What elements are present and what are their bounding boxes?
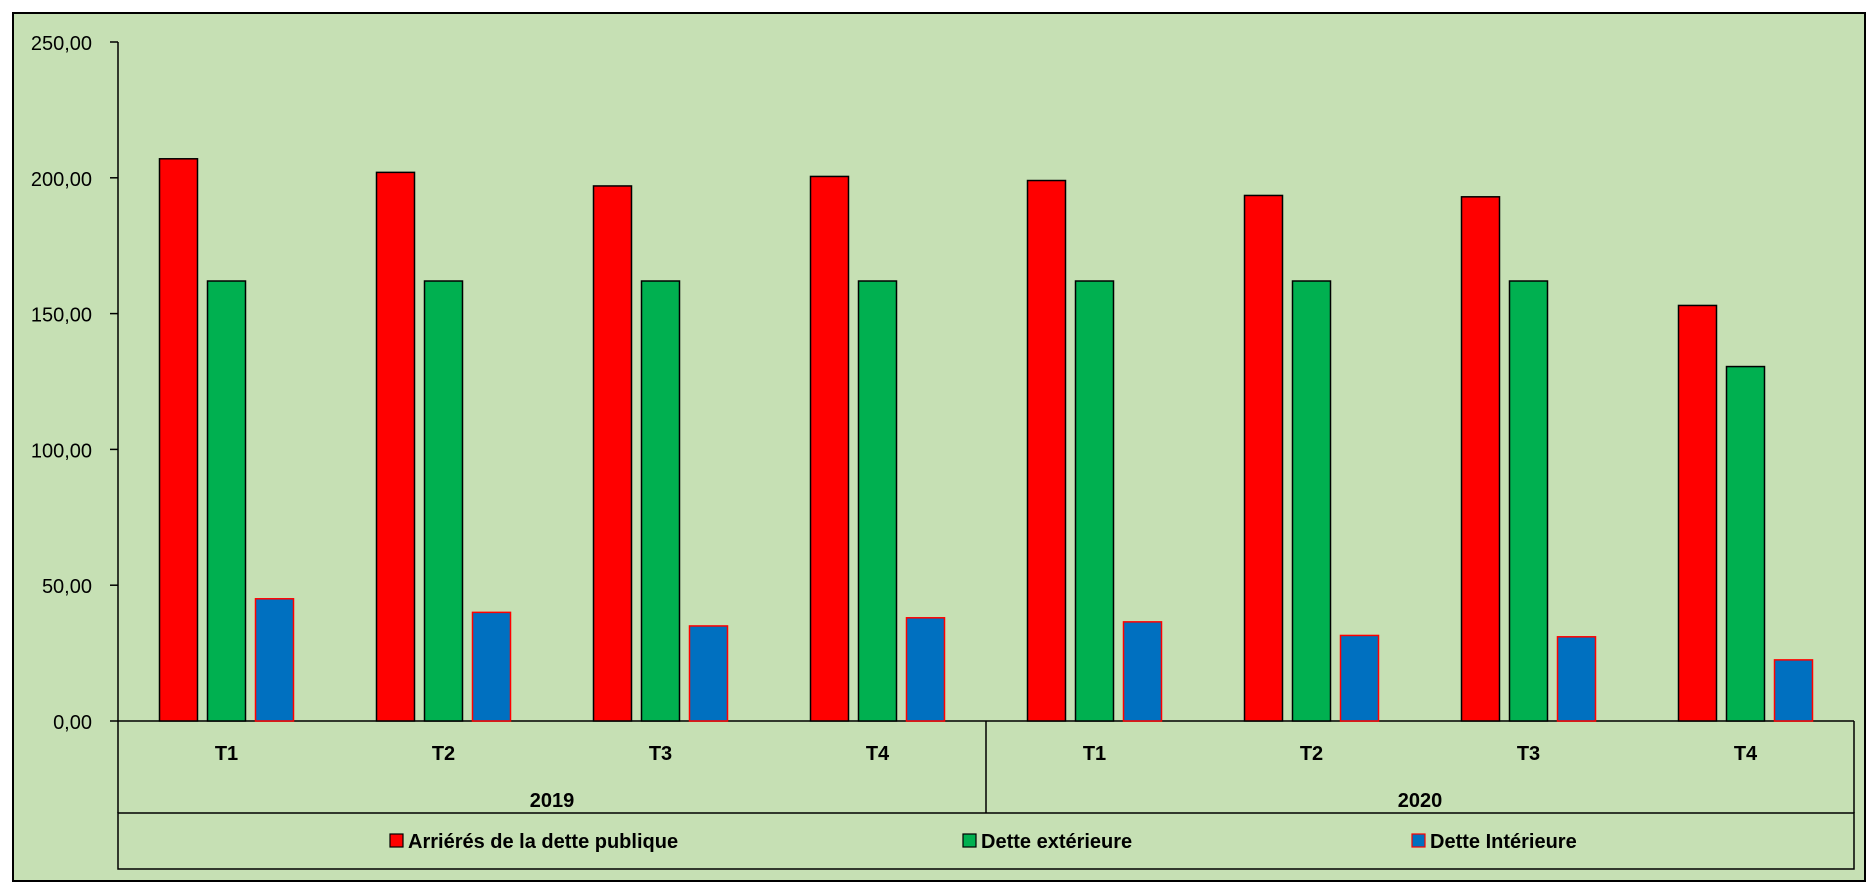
legend-label-1: Arriérés de la dette publique — [408, 831, 678, 853]
bar-3-7 — [1556, 636, 1597, 722]
y-tick-label: 100,00 — [31, 440, 92, 462]
y-tick-label: 250,00 — [31, 33, 92, 55]
legend-label-2: Dette extérieure — [981, 831, 1132, 853]
bar-3-4 — [905, 617, 946, 722]
bar-3-6 — [1339, 634, 1380, 722]
bar-3-8 — [1773, 659, 1814, 722]
legend-swatch-1 — [389, 833, 404, 848]
legend — [117, 812, 1855, 870]
legend-label-3: Dette Intérieure — [1430, 831, 1577, 853]
bar-2-4 — [857, 280, 898, 722]
x-tick-label: T1 — [1083, 743, 1106, 765]
bar-1-2 — [375, 171, 416, 722]
bar-2-5 — [1074, 280, 1115, 722]
chart-background — [12, 12, 1866, 882]
y-tick-label: 150,00 — [31, 305, 92, 327]
y-tick-label: 200,00 — [31, 169, 92, 191]
y-tick-label: 50,00 — [42, 576, 92, 598]
bar-1-4 — [809, 175, 850, 722]
bar-3-3 — [688, 625, 729, 722]
bar-1-8 — [1677, 304, 1718, 722]
bar-3-5 — [1122, 621, 1163, 722]
bar-1-1 — [158, 158, 199, 722]
bar-3-1 — [254, 598, 295, 722]
bar-2-8 — [1725, 365, 1766, 722]
bar-2-7 — [1508, 280, 1549, 722]
bar-2-1 — [206, 280, 247, 722]
bar-2-6 — [1291, 280, 1332, 722]
x-tick-label: T4 — [1734, 743, 1758, 765]
bar-2-3 — [640, 280, 681, 722]
bar-2-2 — [423, 280, 464, 722]
group-label: 2020 — [1398, 790, 1443, 812]
x-tick-label: T1 — [215, 743, 238, 765]
x-tick-label: T4 — [866, 743, 890, 765]
bar-1-6 — [1243, 194, 1284, 722]
x-tick-label: T2 — [432, 743, 455, 765]
x-tick-label: T2 — [1300, 743, 1323, 765]
y-tick-label: 0,00 — [53, 712, 92, 734]
bar-1-5 — [1026, 179, 1067, 722]
legend-swatch-2 — [962, 833, 977, 848]
bar-3-2 — [471, 611, 512, 722]
group-label: 2019 — [530, 790, 575, 812]
legend-swatch-3 — [1411, 833, 1426, 848]
bar-1-7 — [1460, 196, 1501, 722]
bar-1-3 — [592, 185, 633, 722]
x-tick-label: T3 — [1517, 743, 1540, 765]
x-tick-label: T3 — [649, 743, 672, 765]
